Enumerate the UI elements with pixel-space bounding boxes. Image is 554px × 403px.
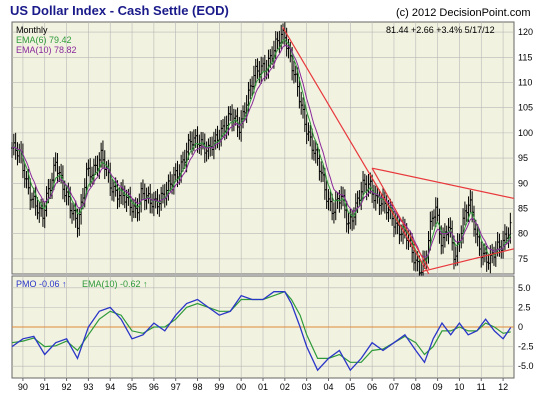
pmo-signal-line — [11, 290, 511, 363]
trendline — [371, 167, 430, 270]
ema6-legend: EMA(6) 79.42 — [16, 35, 72, 45]
chart-title: US Dollar Index - Cash Settle (EOD) — [10, 3, 229, 18]
ema10-line — [11, 44, 511, 258]
pmo-y-tick-label: -5.0 — [518, 361, 534, 371]
pmo-legend: PMO -0.06 ↑ — [16, 279, 67, 289]
pmo-legend-arrow: ↑ — [62, 279, 67, 289]
x-tick-label: 91 — [40, 382, 50, 392]
trendline — [282, 26, 430, 275]
pmo-signal-legend: EMA(10) -0.62 ↑ — [82, 279, 148, 289]
x-tick-label: 04 — [323, 382, 333, 392]
x-tick-label: 99 — [214, 382, 224, 392]
pmo-legend-text: PMO -0.06 — [16, 279, 60, 289]
x-tick-label: 98 — [193, 382, 203, 392]
trendline — [372, 167, 515, 199]
price-y-tick-label: 80 — [518, 229, 528, 239]
pmo-signal-legend-arrow: ↑ — [143, 279, 148, 289]
price-y-tick-label: 75 — [518, 254, 528, 264]
x-tick-label: 11 — [477, 382, 486, 392]
x-tick-label: 03 — [302, 382, 312, 392]
price-y-tick-label: 85 — [518, 203, 528, 213]
x-tick-label: 12 — [498, 382, 508, 392]
x-tick-label: 08 — [411, 382, 421, 392]
price-gridlines — [12, 22, 514, 274]
x-tick-label: 94 — [105, 382, 115, 392]
x-tick-label: 95 — [127, 382, 137, 392]
price-y-tick-labels: 75 80 85 90 95 100 105 110 115 120 — [518, 27, 533, 264]
x-tick-label: 01 — [258, 382, 268, 392]
price-y-tick-label: 90 — [518, 178, 528, 188]
pmo-y-tick-label: -2.5 — [518, 342, 534, 352]
price-y-tick-label: 115 — [518, 52, 532, 62]
price-y-tick-label: 100 — [518, 128, 533, 138]
pmo-signal-legend-text: EMA(10) -0.62 — [82, 279, 141, 289]
price-y-tick-label: 95 — [518, 153, 528, 163]
x-tick-label: 07 — [389, 382, 399, 392]
quote-readout: 81.44 +2.66 +3.4% 5/17/12 — [386, 25, 495, 35]
price-y-tick-label: 120 — [518, 27, 533, 37]
price-y-tick-label: 110 — [518, 77, 532, 87]
x-tick-label: 10 — [454, 382, 464, 392]
x-tick-label: 05 — [345, 382, 355, 392]
x-tick-label: 02 — [280, 382, 290, 392]
x-tick-label: 93 — [83, 382, 93, 392]
ema6-line — [11, 38, 511, 264]
x-tick-label: 90 — [18, 382, 28, 392]
pmo-y-tick-labels: 5.0 2.5 0 -2.5 -5.0 — [518, 283, 534, 371]
period-label: Monthly — [16, 25, 48, 35]
pmo-line — [11, 291, 512, 372]
x-axis-tick-labels: 90 91 92 93 94 95 96 97 98 99 00 01 02 03 04 05 06 07 08 09… — [18, 378, 508, 392]
pmo-y-tick-label: 2.5 — [518, 302, 531, 312]
x-tick-label: 06 — [367, 382, 377, 392]
pmo-panel: 5.0 2.5 0 -2.5 -5.0 PMO -0.06 ↑ EMA(10) -0.6… — [11, 275, 534, 379]
ema10-legend: EMA(10) 78.82 — [16, 45, 77, 55]
x-tick-label: 09 — [433, 382, 443, 392]
x-tick-label: 92 — [62, 382, 72, 392]
x-tick-label: 96 — [149, 382, 159, 392]
price-y-tick-label: 105 — [518, 103, 533, 113]
x-tick-label: 00 — [236, 382, 246, 392]
copyright-text: (c) 2012 DecisionPoint.com — [396, 7, 531, 19]
pmo-y-tick-label: 0 — [518, 322, 523, 332]
price-panel: 75 80 85 90 95 100 105 110 115 120 Monthly EMA(6)… — [11, 21, 533, 283]
trendlines — [282, 26, 515, 275]
trendline — [422, 248, 515, 273]
x-tick-label: 97 — [171, 382, 181, 392]
pmo-y-tick-label: 5.0 — [518, 283, 531, 293]
